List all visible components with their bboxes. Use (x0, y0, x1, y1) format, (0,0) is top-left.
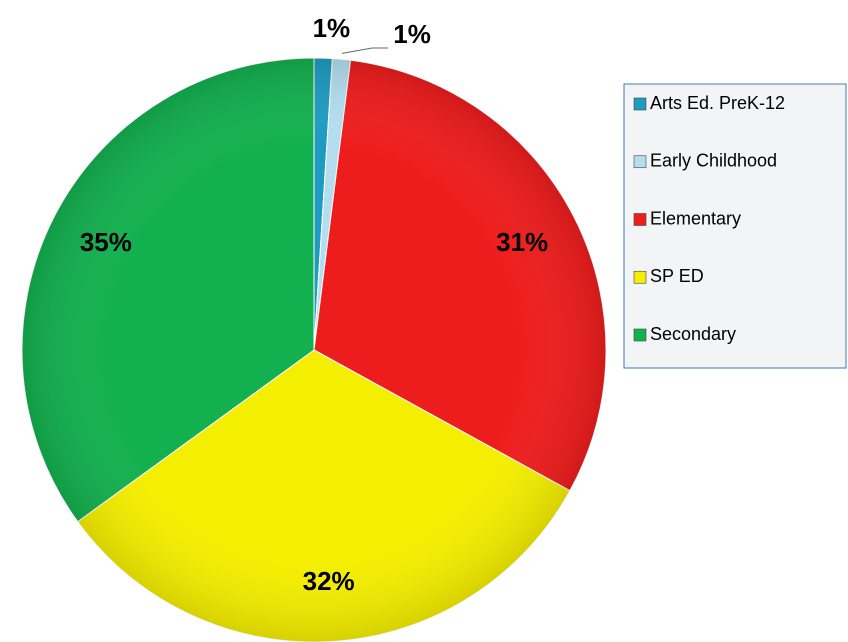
data-label: 31% (496, 227, 548, 257)
data-label: 32% (303, 566, 355, 596)
data-label: 1% (313, 13, 351, 43)
pie (21, 57, 607, 642)
legend-label: Secondary (650, 324, 736, 344)
legend-label: Elementary (650, 208, 741, 228)
data-labels: 1% 1% 31% 32% 35% (80, 13, 548, 596)
legend-swatch (633, 213, 647, 226)
legend-label: SP ED (650, 266, 704, 286)
legend-label: Arts Ed. PreK-12 (650, 93, 785, 113)
legend: Arts Ed. PreK-12 Early Childhood Elementar… (633, 93, 785, 344)
data-label: 35% (80, 227, 132, 257)
legend-box (623, 83, 847, 369)
legend-swatch (633, 97, 647, 111)
data-label: 1% (393, 19, 431, 49)
legend-swatch (633, 270, 647, 284)
legend-label: Early Childhood (650, 151, 777, 171)
legend-swatch (633, 328, 647, 342)
leader-line (341, 47, 389, 54)
legend-swatch (633, 155, 647, 169)
